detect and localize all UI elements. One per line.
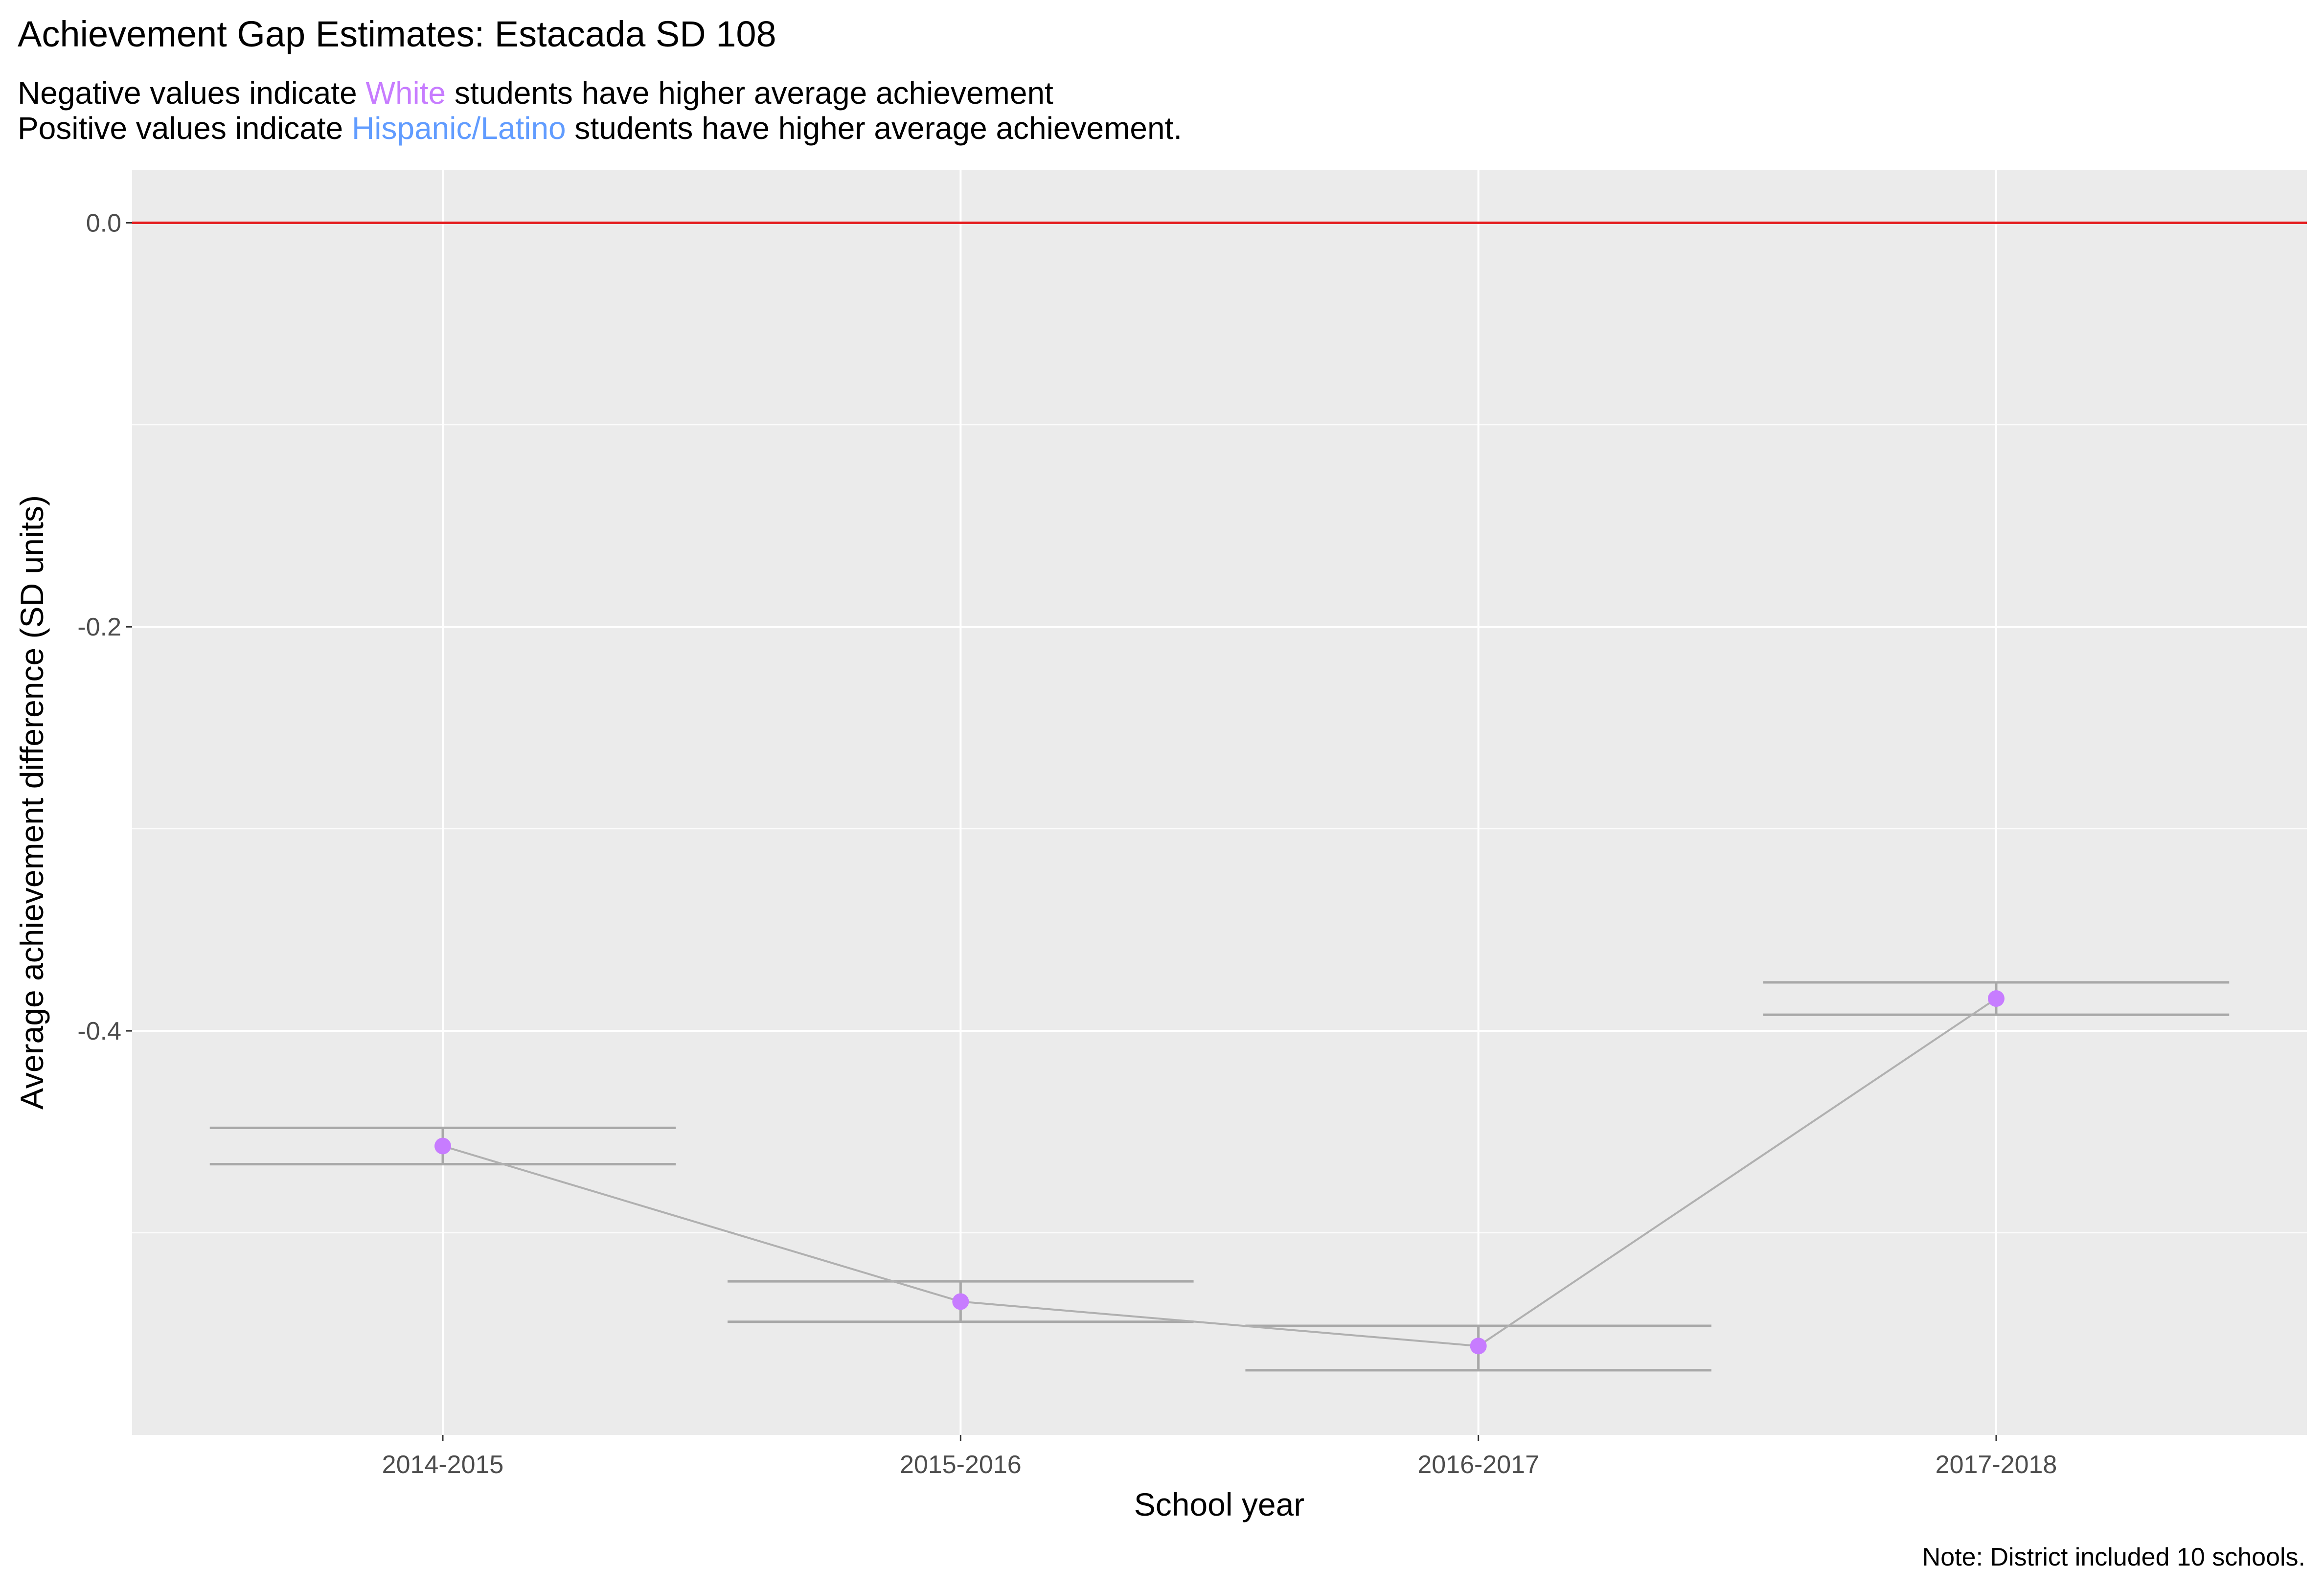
data-point [952,1293,969,1310]
error-bars [209,981,2230,1372]
y-tick-label: -0.4 [77,1017,121,1045]
data-point [434,1137,451,1155]
y-tick-label: 0.0 [86,209,121,237]
data-points [434,990,2005,1355]
series-line-group [442,998,1997,1347]
x-tick-label: 2017-2018 [1936,1451,2057,1479]
white-highlight: White [366,75,446,111]
x-tick-label: 2015-2016 [900,1451,1022,1479]
minor-gridlines [132,424,2307,1234]
series-line [442,998,1997,1347]
x-tick-label: 2016-2017 [1417,1451,1539,1479]
y-axis-ticks: 0.0 -0.2 -0.4 [77,209,132,1045]
y-tick-label: -0.2 [77,613,121,641]
plot-panel [132,170,2307,1435]
chart-subtitle-line2: Positive values indicate Hispanic/Latino… [18,111,1182,146]
hispanic-highlight: Hispanic/Latino [352,111,566,146]
chart-title: Achievement Gap Estimates: Estacada SD 1… [18,14,776,54]
data-point [1470,1338,1487,1355]
data-point [1988,990,2005,1007]
chart-subtitle-line1: Negative values indicate White students … [18,75,1053,111]
chart-caption: Note: District included 10 schools. [1922,1543,2305,1571]
x-axis-title: School year [1134,1486,1305,1522]
x-axis-ticks: 2014-2015 2015-2016 2016-2017 2017-2018 [382,1435,2057,1479]
y-axis-title: Average achievement difference (SD units… [14,495,50,1110]
x-tick-label: 2014-2015 [382,1451,504,1479]
